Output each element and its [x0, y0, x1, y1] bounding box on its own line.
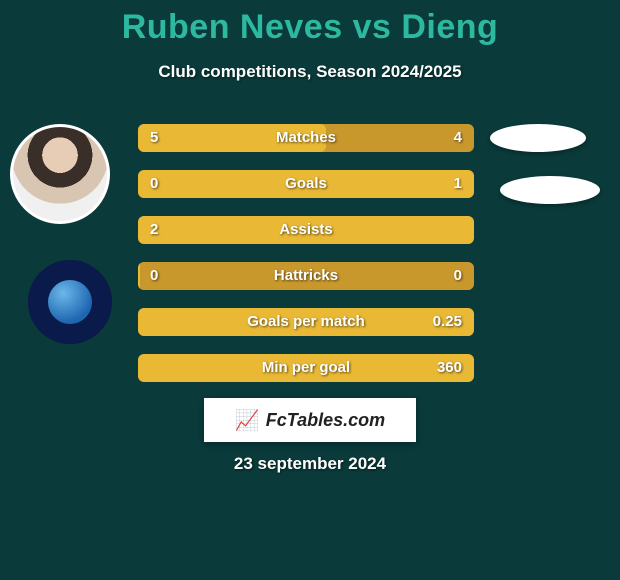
brand-text: FcTables.com — [266, 410, 385, 431]
stat-right-value: 0 — [454, 262, 462, 290]
brand-box[interactable]: 📈 FcTables.com — [204, 398, 416, 442]
stat-label: Hattricks — [138, 262, 474, 290]
stat-label: Goals — [138, 170, 474, 198]
stat-row: Min per goal360 — [138, 354, 474, 382]
right-club-crest — [500, 176, 600, 204]
stat-label: Assists — [138, 216, 474, 244]
stat-label: Goals per match — [138, 308, 474, 336]
stat-label: Min per goal — [138, 354, 474, 382]
page-title: Ruben Neves vs Dieng — [0, 8, 620, 47]
stat-label: Matches — [138, 124, 474, 152]
stat-right-value: 1 — [454, 170, 462, 198]
stat-row: 0Goals1 — [138, 170, 474, 198]
stat-row: 5Matches4 — [138, 124, 474, 152]
stat-bars: 5Matches40Goals12Assists0Hattricks0Goals… — [138, 124, 474, 400]
stat-row: 2Assists — [138, 216, 474, 244]
crest-ball-icon — [48, 280, 92, 324]
stat-right-value: 4 — [454, 124, 462, 152]
brand-chart-icon: 📈 — [235, 408, 260, 433]
left-player-avatar — [10, 124, 110, 224]
left-club-crest — [28, 260, 112, 344]
footer-date: 23 september 2024 — [0, 454, 620, 474]
comparison-canvas: Ruben Neves vs Dieng Club competitions, … — [0, 0, 620, 580]
stat-right-value: 360 — [437, 354, 462, 382]
stat-row: Goals per match0.25 — [138, 308, 474, 336]
stat-row: 0Hattricks0 — [138, 262, 474, 290]
stat-right-value: 0.25 — [433, 308, 462, 336]
page-subtitle: Club competitions, Season 2024/2025 — [0, 62, 620, 82]
right-player-avatar — [490, 124, 586, 152]
